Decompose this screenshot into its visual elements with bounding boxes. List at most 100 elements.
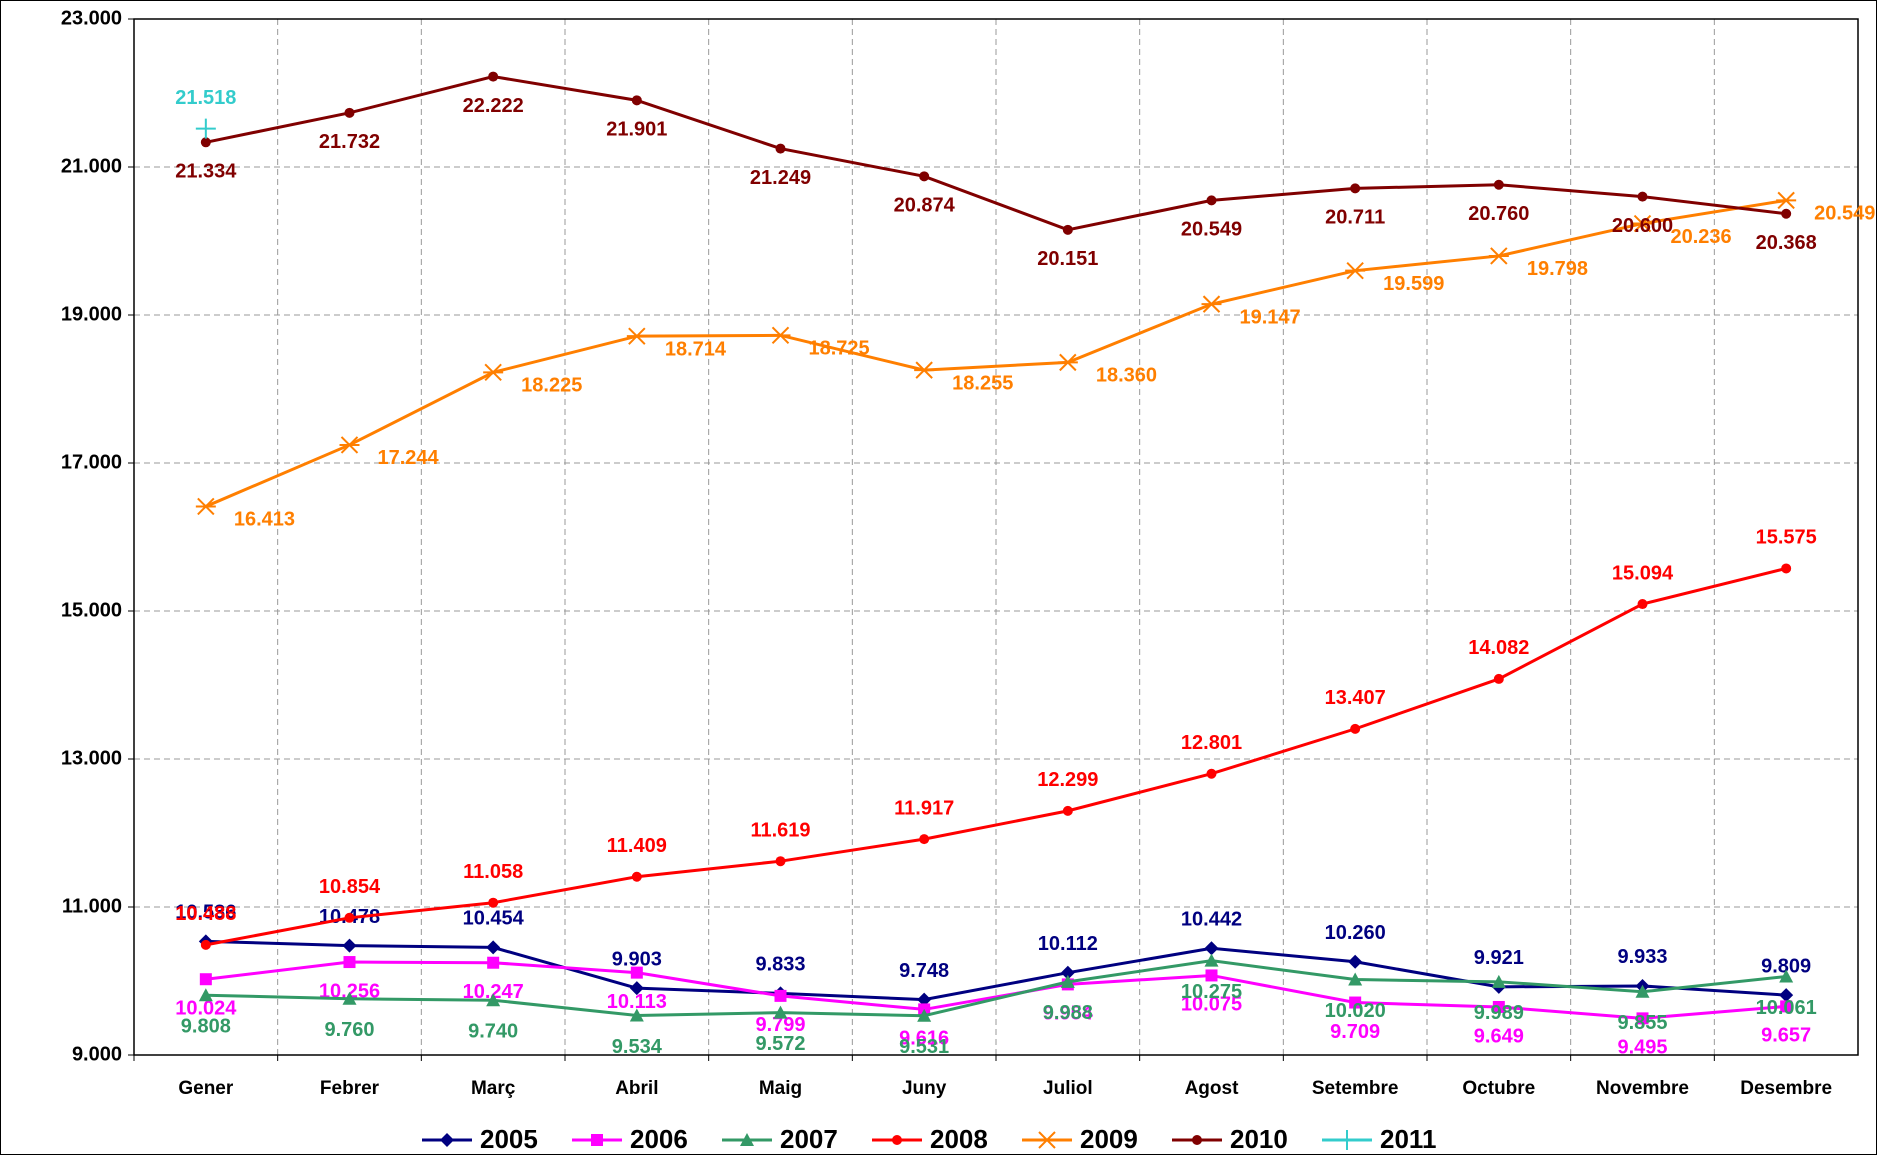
marker [1037,1131,1057,1149]
y-tick-label: 19.000 [61,303,122,325]
data-label: 9.799 [755,1014,805,1036]
marker [1062,805,1073,816]
legend-item: 2011 [1322,1124,1436,1154]
marker [1637,599,1648,610]
data-label: 19.147 [1240,306,1301,328]
marker [631,95,642,106]
marker [1348,954,1363,969]
marker [629,981,644,996]
marker [1491,974,1506,988]
marker [1062,224,1073,235]
marker [1637,191,1648,202]
marker [1781,563,1792,574]
marker [1337,1130,1357,1150]
x-tick-label: Gener [178,1078,234,1099]
marker [1636,1012,1649,1025]
data-label: 20.368 [1756,232,1817,254]
data-label: 9.921 [1474,947,1524,969]
data-label: 20.236 [1671,226,1732,248]
marker [440,1133,454,1147]
marker [1345,261,1366,280]
marker [342,938,357,953]
series-line [205,960,1787,1020]
x-tick-label: Febrer [320,1078,380,1099]
marker [740,1133,754,1146]
marker [195,497,216,516]
data-label: 13.407 [1325,687,1386,709]
data-label: 10.442 [1181,909,1242,931]
marker [1060,965,1075,980]
data-label: 20.600 [1612,215,1673,237]
data-label: 15.094 [1612,562,1674,584]
series-line [205,566,1787,947]
data-label: 12.801 [1181,732,1242,754]
data-label: 10.075 [1181,994,1242,1016]
y-tick-label: 21.000 [61,155,122,177]
marker [488,71,499,82]
data-label: 9.933 [1617,946,1667,968]
marker [1201,295,1222,313]
data-label: 21.732 [319,131,380,153]
marker [343,956,356,969]
data-label: 9.572 [755,1033,805,1055]
series-line [205,939,1787,1002]
series-line [205,198,1787,508]
marker [1057,353,1078,372]
data-label: 9.740 [468,1021,518,1043]
marker [917,992,932,1007]
data-label: 10.020 [1325,1000,1386,1022]
data-label: 10.256 [319,980,380,1002]
marker [1776,191,1797,210]
marker [1205,969,1218,982]
data-label: 9.809 [1761,955,1811,977]
data-label: 22.222 [463,95,524,117]
legend-label: 2011 [1380,1124,1436,1154]
marker [199,973,212,986]
marker [195,118,216,139]
marker [1635,984,1650,998]
data-label: 21.901 [606,119,667,141]
x-tick-label: Juliol [1043,1078,1093,1099]
data-label: 9.808 [181,1015,231,1037]
marker [1493,673,1504,684]
data-label: 10.536 [175,902,236,924]
marker [1204,941,1219,956]
marker [200,939,211,950]
legend-item: 2009 [1022,1124,1138,1154]
marker [775,143,786,154]
data-label: 11.917 [894,797,954,819]
data-label: 10.454 [463,908,525,930]
marker [629,1008,644,1022]
data-label: 10.112 [1038,933,1098,955]
data-label: 9.616 [899,1028,949,1050]
y-tick-label: 23.000 [61,7,122,29]
marker [1349,996,1362,1009]
data-label: 20.549 [1814,203,1875,225]
legend-item: 2005 [422,1124,538,1154]
marker [1192,1135,1202,1145]
marker [486,993,501,1007]
data-label: 10.275 [1181,981,1242,1003]
marker [774,989,787,1002]
data-label: 20.760 [1468,203,1529,225]
data-label: 18.255 [952,372,1013,394]
data-label: 15.575 [1756,527,1817,549]
marker [1350,723,1361,734]
data-label: 20.151 [1037,248,1098,270]
data-label: 9.748 [899,960,949,982]
data-label: 9.495 [1617,1037,1667,1059]
legend-label: 2005 [480,1124,538,1154]
marker [591,1134,603,1146]
data-label: 18.225 [521,375,582,397]
data-label: 21.249 [750,167,811,189]
data-label: 19.798 [1527,258,1588,280]
marker [1781,208,1792,219]
x-tick-label: Maig [759,1078,802,1099]
x-tick-label: Març [471,1078,516,1099]
legend-label: 2006 [630,1124,688,1154]
data-label: 9.709 [1330,1021,1380,1043]
marker [198,988,213,1002]
data-label: 9.989 [1474,1002,1524,1024]
marker [1493,179,1504,190]
